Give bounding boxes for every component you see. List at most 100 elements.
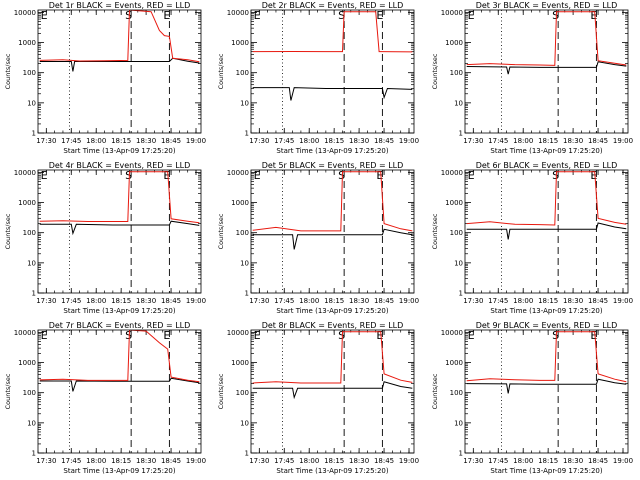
series-line-events bbox=[39, 377, 200, 392]
y-axis-label: Counts/sec bbox=[431, 53, 439, 89]
series-line-events bbox=[466, 222, 627, 240]
chart-panel-7: Det 7r BLACK = Events, RED = LLD Counts/s… bbox=[4, 321, 206, 475]
plot-frame bbox=[250, 169, 415, 294]
y-tick-label: 1 bbox=[32, 290, 36, 298]
plot-frame bbox=[250, 329, 415, 454]
x-tick-label: 18:30 bbox=[563, 457, 583, 465]
chart-panel-6: Det 6r BLACK = Events, RED = LLD Counts/s… bbox=[431, 161, 633, 315]
plot-frame bbox=[464, 9, 629, 134]
marker-label-e: E bbox=[163, 9, 170, 22]
y-tick-label: 1 bbox=[459, 290, 463, 298]
x-tick-label: 17:30 bbox=[36, 457, 56, 465]
x-tick-label: 18:45 bbox=[374, 137, 394, 145]
chart-title: Det 6r BLACK = Events, RED = LLD bbox=[476, 161, 618, 170]
chart-panel-8: Det 8r BLACK = Events, RED = LLD Counts/s… bbox=[217, 321, 419, 475]
y-tick-label: 10 bbox=[454, 259, 463, 267]
marker-label-s: S bbox=[338, 329, 345, 342]
x-tick-label: 18:15 bbox=[538, 297, 558, 305]
x-tick-label: 17:30 bbox=[249, 297, 269, 305]
x-tick-label: 18:15 bbox=[324, 137, 344, 145]
x-tick-label: 17:45 bbox=[61, 457, 81, 465]
chart-panel-1: Det 1r BLACK = Events, RED = LLD Counts/s… bbox=[4, 1, 206, 155]
y-tick-label: 10 bbox=[240, 99, 249, 107]
y-tick-label: 10000 bbox=[441, 329, 463, 337]
series-line-events bbox=[39, 220, 200, 236]
chart-panel-2: Det 2r BLACK = Events, RED = LLD Counts/s… bbox=[217, 1, 419, 155]
marker-label-s: S bbox=[125, 169, 132, 182]
chart-panel-9: Det 9r BLACK = Events, RED = LLD Counts/s… bbox=[431, 321, 633, 475]
y-tick-label: 1000 bbox=[445, 199, 463, 207]
x-tick-label: 17:45 bbox=[61, 137, 81, 145]
x-axis-label: Start Time (13-Apr-09 17:25:20) bbox=[490, 307, 602, 315]
x-tick-label: 18:30 bbox=[349, 457, 369, 465]
x-tick-label: 18:45 bbox=[588, 457, 608, 465]
marker-label-e: E bbox=[376, 329, 383, 342]
y-axis-label: Counts/sec bbox=[431, 373, 439, 409]
series-line-lld bbox=[39, 330, 200, 383]
x-axis-label: Start Time (13-Apr-09 17:25:20) bbox=[63, 467, 175, 475]
x-tick-label: 19:00 bbox=[186, 457, 206, 465]
x-tick-label: 19:00 bbox=[613, 137, 633, 145]
x-tick-label: 19:00 bbox=[399, 137, 419, 145]
series-line-lld bbox=[252, 331, 413, 384]
series-line-lld bbox=[466, 331, 627, 383]
x-tick-label: 18:00 bbox=[513, 457, 533, 465]
y-tick-label: 1000 bbox=[18, 39, 36, 47]
series-line-events bbox=[466, 378, 627, 394]
x-tick-label: 17:45 bbox=[274, 457, 294, 465]
y-tick-label: 1000 bbox=[18, 199, 36, 207]
chart-title: Det 5r BLACK = Events, RED = LLD bbox=[262, 161, 404, 170]
x-tick-label: 18:15 bbox=[111, 137, 131, 145]
y-tick-label: 10000 bbox=[14, 9, 36, 17]
y-tick-label: 1000 bbox=[445, 39, 463, 47]
x-tick-label: 18:30 bbox=[136, 137, 156, 145]
marker-label-e: E bbox=[468, 169, 475, 182]
marker-label-s: S bbox=[125, 329, 132, 342]
x-tick-label: 19:00 bbox=[399, 457, 419, 465]
x-tick-label: 18:15 bbox=[538, 457, 558, 465]
series-line-lld bbox=[252, 11, 413, 53]
x-tick-label: 17:30 bbox=[463, 457, 483, 465]
x-axis-label: Start Time (13-Apr-09 17:25:20) bbox=[490, 147, 602, 155]
y-tick-label: 10000 bbox=[441, 9, 463, 17]
marker-label-s: S bbox=[338, 169, 345, 182]
x-axis-label: Start Time (13-Apr-09 17:25:20) bbox=[276, 147, 388, 155]
series-line-lld bbox=[39, 171, 200, 224]
x-tick-label: 18:00 bbox=[513, 297, 533, 305]
x-tick-label: 17:30 bbox=[463, 297, 483, 305]
x-tick-label: 19:00 bbox=[186, 137, 206, 145]
plot-frame bbox=[37, 329, 202, 454]
marker-label-e: E bbox=[41, 9, 48, 22]
chart-title: Det 9r BLACK = Events, RED = LLD bbox=[476, 321, 618, 330]
chart-title: Det 7r BLACK = Events, RED = LLD bbox=[49, 321, 191, 330]
y-axis-label: Counts/sec bbox=[431, 213, 439, 249]
x-tick-label: 18:45 bbox=[374, 297, 394, 305]
x-axis-label: Start Time (13-Apr-09 17:25:20) bbox=[276, 307, 388, 315]
y-tick-label: 1 bbox=[245, 290, 249, 298]
x-tick-label: 18:15 bbox=[538, 137, 558, 145]
series-line-lld bbox=[466, 11, 627, 66]
marker-label-e: E bbox=[376, 9, 383, 22]
x-tick-label: 18:45 bbox=[588, 297, 608, 305]
y-tick-label: 10 bbox=[240, 419, 249, 427]
x-tick-label: 17:30 bbox=[463, 137, 483, 145]
y-tick-label: 10000 bbox=[227, 329, 249, 337]
chart-title: Det 4r BLACK = Events, RED = LLD bbox=[49, 161, 191, 170]
marker-label-s: S bbox=[552, 9, 559, 22]
y-tick-label: 100 bbox=[236, 69, 249, 77]
x-tick-label: 18:00 bbox=[86, 457, 106, 465]
plot-frame bbox=[464, 169, 629, 294]
y-tick-label: 1 bbox=[32, 130, 36, 138]
series-line-lld bbox=[39, 10, 200, 63]
y-tick-label: 1 bbox=[245, 130, 249, 138]
x-tick-label: 19:00 bbox=[613, 297, 633, 305]
series-line-lld bbox=[466, 171, 627, 226]
y-tick-label: 100 bbox=[23, 69, 36, 77]
marker-label-e: E bbox=[163, 329, 170, 342]
y-axis-label: Counts/sec bbox=[4, 373, 12, 409]
y-axis-label: Counts/sec bbox=[4, 53, 12, 89]
x-tick-label: 18:00 bbox=[513, 137, 533, 145]
x-tick-label: 18:00 bbox=[299, 457, 319, 465]
x-tick-label: 18:30 bbox=[349, 297, 369, 305]
